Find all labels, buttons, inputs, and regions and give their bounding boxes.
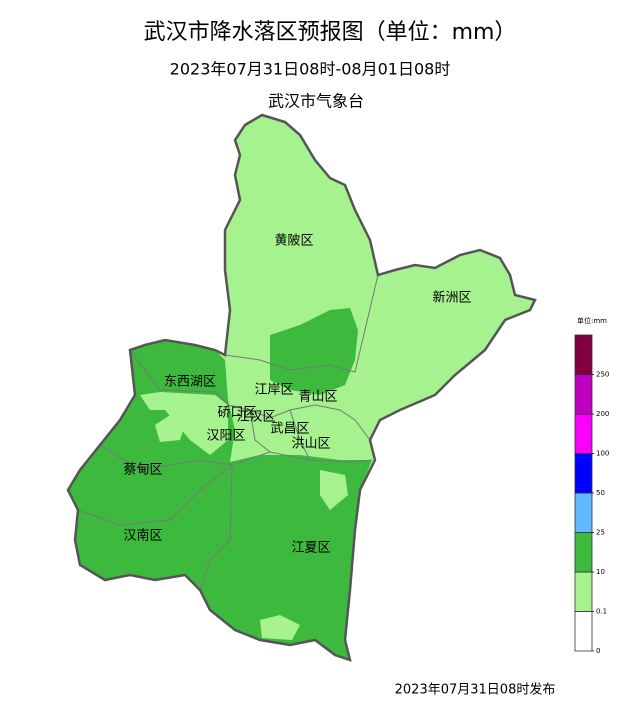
district-label: 硚口区 [217,406,256,421]
title: 武汉市降水落区预报图（单位：mm） [144,20,517,45]
light-zone [260,615,300,640]
district-label: 江夏区 [291,541,330,556]
district-label: 江岸区 [254,383,293,398]
city-border [66,113,537,662]
footer: 2023年07月31日08时发布 [395,682,556,698]
district-label: 蔡甸区 [123,463,162,478]
rain-zone [68,340,372,660]
district-label: 新洲区 [432,290,471,306]
legend-label: 200 [596,410,609,418]
legend-title: 单位:mm [577,316,607,325]
legend-label: 100 [596,450,609,458]
legend-swatch [574,413,593,454]
district-borders [77,274,379,591]
rain-zone [270,308,358,395]
legend-swatch [574,334,593,375]
district-label: 青山区 [298,390,337,405]
legend-swatch [574,532,593,573]
district-label: 汉阳区 [206,429,245,444]
district-label: 武昌区 [270,422,309,437]
legend: 单位:mm 0 0.1 10 25 50 100 200 250 [574,316,609,655]
legend-label: 0 [596,647,600,655]
legend-label: 50 [596,489,605,497]
legend-swatch [574,374,593,415]
subtitle: 2023年07月31日08时-08月01日08时 [170,60,451,79]
legend-swatch [574,611,593,652]
legend-label: 250 [596,371,609,379]
issuer: 武汉市气象台 [268,92,364,111]
light-zone [320,470,348,510]
legend-swatch [574,571,593,612]
map [66,113,537,662]
light-zone [140,392,228,455]
district-label: 东西湖区 [164,375,216,390]
district-labels: 黄陂区 新洲区 东西湖区 江岸区 青山区 硚口区 江汉区 汉阳区 武昌区 洪山区… [123,233,471,556]
legend-swatch [574,492,593,533]
district-label: 黄陂区 [274,233,313,249]
district-label: 洪山区 [291,437,330,452]
legend-swatch [574,453,593,494]
legend-label: 0.1 [596,608,607,616]
district-label: 汉南区 [123,528,162,544]
district-label: 江汉区 [236,410,275,425]
legend-label: 10 [596,568,605,576]
legend-label: 25 [596,529,605,537]
